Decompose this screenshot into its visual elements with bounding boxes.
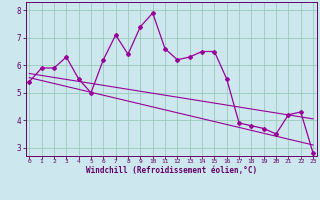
X-axis label: Windchill (Refroidissement éolien,°C): Windchill (Refroidissement éolien,°C) [86,166,257,175]
